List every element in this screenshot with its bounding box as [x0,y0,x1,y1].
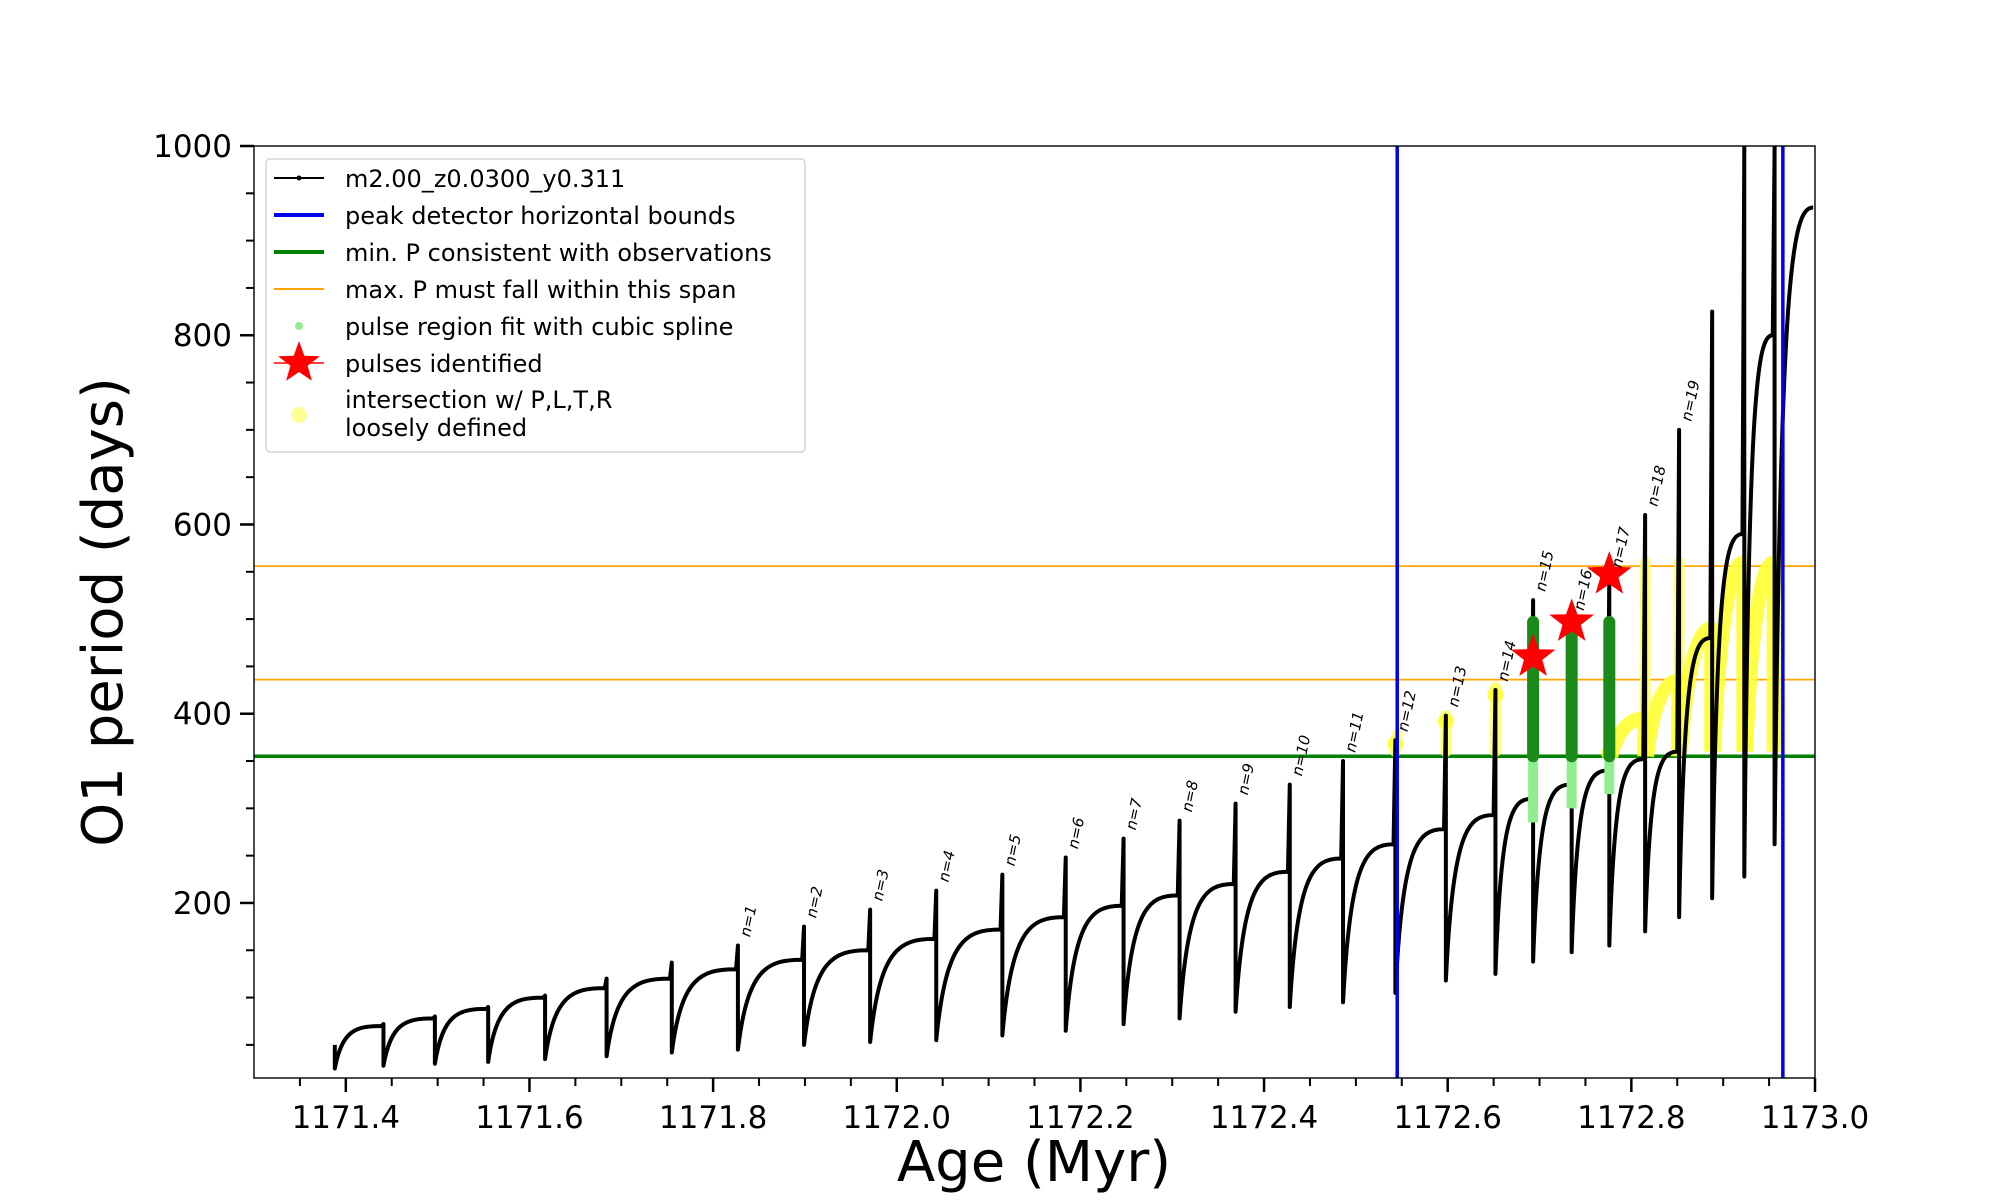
legend-label-6: pulses identified [345,350,543,378]
legend-label-3: min. P consistent with observations [345,239,772,267]
x-tick-label-7: 1172.6 [1393,1100,1501,1136]
x-axis-title: Age (Myr) [897,1130,1171,1195]
legend-swatch-track-dot [296,175,302,181]
identified-pulse-star-2 [1549,598,1595,641]
legend-label-4: max. P must fall within this span [345,276,736,304]
x-tick-label-8: 1172.8 [1577,1100,1685,1136]
legend-box [265,158,806,453]
legend-label-7-line2: loosely defined [345,414,527,442]
x-tick-label-3: 1171.8 [659,1100,767,1136]
legend-swatch-star [278,341,320,381]
y-tick-label-1: 200 [173,886,232,922]
x-tick-label-5: 1172.2 [1026,1100,1134,1136]
x-axis: 1171.4 1171.6 1171.8 1172.0 1172.2 1172.4 1172… [292,1078,1869,1136]
identified-pulse-star-3 [1586,551,1632,594]
legend-label-1: m2.00_z0.0300_y0.311 [345,165,625,193]
y-axis-title: O1 period (days) [71,377,136,847]
y-tick-label-5: 1000 [153,129,232,165]
model-track-line [332,146,1814,1071]
x-tick-label-6: 1172.4 [1210,1100,1318,1136]
legend-label-5: pulse region fit with cubic spline [345,313,733,341]
legend-label-2: peak detector horizontal bounds [345,202,736,230]
plot-area [254,146,1815,1078]
x-tick-label-4: 1172.0 [843,1100,951,1136]
y-tick-label-4: 800 [173,318,232,354]
x-tick-label-9: 1173.0 [1761,1100,1869,1136]
x-tick-label-1: 1171.4 [292,1100,400,1136]
intersection-arc-5 [1739,555,1781,752]
x-tick-label-2: 1171.6 [475,1100,583,1136]
y-tick-label-3: 600 [173,507,232,543]
legend-label-7: intersection w/ P,L,T,R [345,386,612,414]
legend-swatch-5 [295,322,303,330]
y-tick-label-2: 400 [173,697,232,733]
legend-swatch-7 [291,407,307,423]
y-axis: 200 400 600 800 1000 [153,129,254,1046]
identified-pulse-star-1 [1510,633,1556,676]
